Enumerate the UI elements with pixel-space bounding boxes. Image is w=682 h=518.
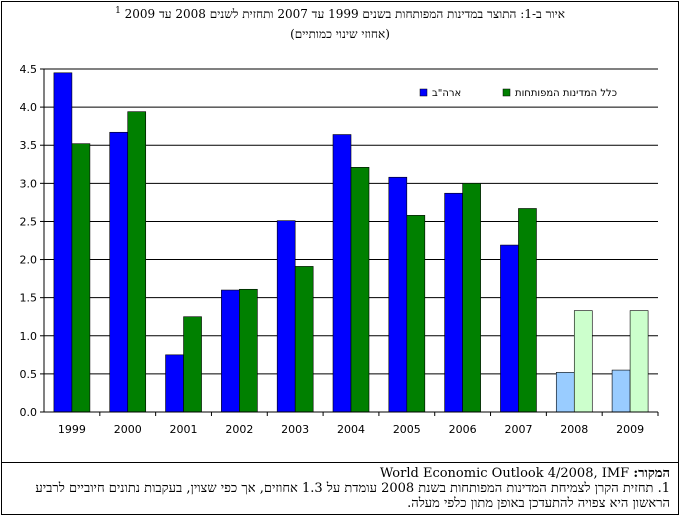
x-tick-label: 2005 xyxy=(393,423,421,436)
source-text: World Economic Outlook 4/2008, IMF xyxy=(379,466,630,481)
bar-developed-2009 xyxy=(629,310,649,413)
y-tick-label: 1.0 xyxy=(20,330,38,343)
chart-subtitle: (אחוזי שינוי כמותיים) xyxy=(290,27,390,41)
bar-usa-2008 xyxy=(555,372,575,413)
bar-usa-2004 xyxy=(332,134,352,413)
bar-developed-1999 xyxy=(71,143,91,413)
bar-chart: 0.0 0.5 1.0 1.5 2.0 2.5 3.0 3.5 4.0 4.5 1999 2000 2… xyxy=(20,63,659,436)
title-footnote-mark: 1 xyxy=(115,6,121,16)
x-tick-label: 2001 xyxy=(170,423,198,436)
x-tick-label: 2008 xyxy=(560,423,588,436)
bar-developed-2002 xyxy=(239,288,258,413)
y-tick-labels: 0.0 0.5 1.0 1.5 2.0 2.5 3.0 3.5 4.0 4.5 xyxy=(20,63,38,419)
bar-developed-2006 xyxy=(462,183,481,413)
legend-swatch-developed xyxy=(502,88,511,97)
y-tick-label: 4.0 xyxy=(20,101,38,114)
bar-usa-2006 xyxy=(444,192,463,413)
x-tick-label: 2009 xyxy=(616,423,644,436)
bar-usa-1999 xyxy=(53,72,73,413)
legend-swatch-usa xyxy=(419,88,428,97)
bar-usa-2001 xyxy=(165,354,184,413)
legend: ארה"ב כלל המדינות המפותחות xyxy=(419,88,617,99)
source-line: המקור: World Economic Outlook 4/2008, IM… xyxy=(380,465,670,481)
bar-developed-2004 xyxy=(350,167,370,413)
x-tick-label: 2002 xyxy=(225,423,253,436)
y-tick-label: 0.5 xyxy=(20,368,38,381)
bar-usa-2007 xyxy=(500,244,519,413)
bar-developed-2001 xyxy=(183,316,202,413)
x-tick-label: 2003 xyxy=(281,423,309,436)
bar-developed-2005 xyxy=(406,215,426,413)
y-tick-label: 4.5 xyxy=(20,63,38,76)
y-tick-label: 2.5 xyxy=(20,215,38,228)
x-tick-label: 2006 xyxy=(449,423,477,436)
footer-divider xyxy=(1,462,679,463)
axes xyxy=(40,68,659,416)
bar-developed-2007 xyxy=(518,208,537,413)
x-tick-label: 2000 xyxy=(114,423,142,436)
bar-developed-2008 xyxy=(573,310,593,413)
legend-label-usa: ארה"ב xyxy=(432,88,461,99)
bar-usa-2009 xyxy=(611,369,631,413)
x-tick-label: 2004 xyxy=(337,423,365,436)
y-tick-label: 0.0 xyxy=(20,406,38,419)
bar-developed-2003 xyxy=(294,266,314,413)
chart-title: איור ב-1: התוצר במדינות המפותחות בשנים 1… xyxy=(60,6,620,22)
bar-usa-2003 xyxy=(276,220,296,413)
x-tick-label: 2007 xyxy=(504,423,532,436)
bar-usa-2000 xyxy=(109,131,129,413)
y-tick-label: 2.0 xyxy=(20,254,38,267)
legend-label-developed: כלל המדינות המפותחות xyxy=(515,88,617,99)
bar-developed-2000 xyxy=(127,111,147,413)
bar-usa-2005 xyxy=(388,176,408,413)
footnote: 1. תחזית הקרן לצמיחת המדינות המפותחות בש… xyxy=(35,481,670,511)
x-tick-label: 1999 xyxy=(58,423,86,436)
bar-usa-2002 xyxy=(221,289,240,413)
x-tick-labels: 1999 2000 2001 2002 2003 2004 2005 2006 2007 2008… xyxy=(58,423,644,436)
y-tick-label: 3.0 xyxy=(20,177,38,190)
y-tick-label: 1.5 xyxy=(20,292,38,305)
chart-title-text: איור ב-1: התוצר במדינות המפותחות בשנים 1… xyxy=(124,7,565,21)
source-label: המקור: xyxy=(633,466,670,481)
bars xyxy=(53,72,649,413)
y-tick-label: 3.5 xyxy=(20,139,38,152)
